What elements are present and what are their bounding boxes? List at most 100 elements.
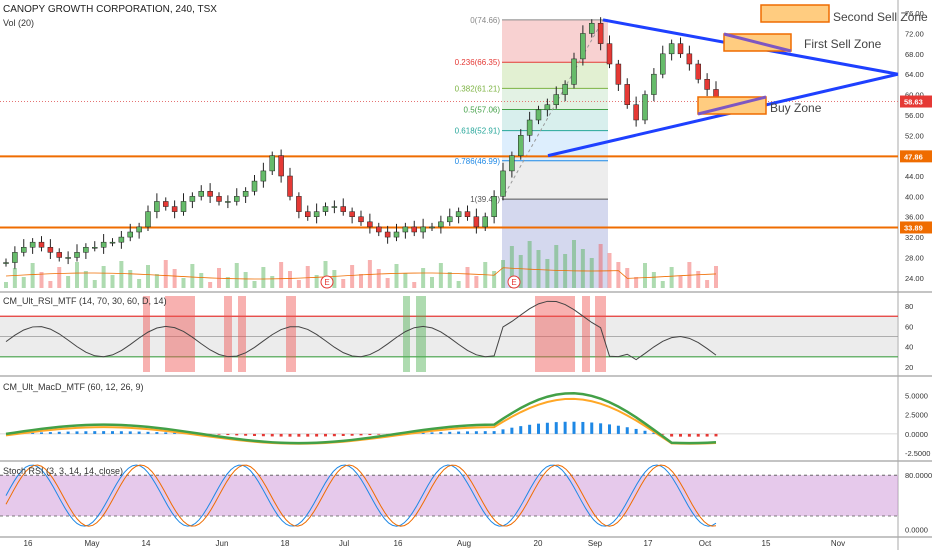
candle: [394, 232, 399, 237]
candle: [501, 171, 506, 196]
candle: [421, 227, 426, 232]
macd-histogram-bar: [599, 423, 602, 434]
stoch-tick-label: 80.0000: [905, 471, 932, 480]
macd-histogram-bar: [235, 434, 238, 436]
candle: [527, 120, 532, 135]
rsi-highlight-bar: [595, 296, 606, 372]
volume-bar: [448, 272, 452, 288]
macd-histogram-bar: [226, 434, 229, 435]
volume-bar: [102, 266, 106, 288]
volume-bar: [634, 277, 638, 288]
fib-level-label: 0.618(52.91): [455, 127, 501, 136]
candle: [607, 44, 612, 64]
volume-bar: [350, 265, 354, 288]
macd-histogram-bar: [466, 431, 469, 434]
macd-histogram-bar: [688, 434, 691, 437]
candle: [669, 44, 674, 54]
fib-level-label: 0.236(66.35): [455, 58, 501, 67]
rsi-title: CM_Ult_RSI_MTF (14, 70, 30, 60, D, 14): [3, 296, 167, 306]
candle: [39, 242, 44, 247]
volume-label: Vol (20): [3, 18, 34, 28]
macd-histogram-bar: [315, 434, 318, 437]
macd-histogram-bar: [49, 432, 52, 434]
candle: [580, 33, 585, 58]
volume-bar: [253, 281, 257, 288]
macd-histogram-bar: [484, 431, 487, 434]
candle: [101, 242, 106, 247]
candle: [563, 84, 568, 94]
candle: [57, 252, 62, 257]
volume-bar: [705, 280, 709, 288]
candle: [341, 207, 346, 212]
candle: [367, 222, 372, 227]
volume-bar: [13, 268, 17, 288]
macd-histogram-bar: [289, 434, 292, 437]
time-tick-label: Nov: [831, 539, 845, 548]
candle: [705, 79, 710, 89]
volume-bar: [679, 276, 683, 288]
volume-bar: [57, 267, 61, 288]
volume-bar: [146, 265, 150, 288]
macd-histogram-bar: [670, 434, 673, 437]
candle: [128, 232, 133, 237]
price-badge-label: 47.86: [904, 152, 923, 161]
macd-histogram-bar: [626, 427, 629, 434]
volume-bar: [111, 275, 115, 288]
time-tick-label: Jun: [216, 539, 229, 548]
time-tick-label: Sep: [588, 539, 603, 548]
macd-histogram-bar: [342, 434, 345, 436]
rsi-highlight-bar: [238, 296, 246, 372]
macd-histogram-bar: [280, 434, 283, 437]
macd-histogram-bar: [76, 431, 79, 434]
macd-tick-label: 0.0000: [905, 430, 928, 439]
rsi-tick-label: 20: [905, 363, 913, 372]
macd-histogram-bar: [502, 429, 505, 434]
volume-bar: [22, 277, 26, 288]
volume-bar: [501, 260, 505, 288]
macd-histogram-bar: [244, 434, 247, 436]
candle: [12, 252, 17, 262]
candle: [456, 212, 461, 217]
time-tick-label: 14: [142, 539, 151, 548]
candle: [190, 196, 195, 201]
macd-title: CM_Ult_MacD_MTF (60, 12, 26, 9): [3, 382, 144, 392]
volume-bar: [75, 262, 79, 288]
macd-histogram-bar: [368, 434, 371, 435]
volume-bar: [545, 259, 549, 288]
earnings-marker-label: E: [324, 278, 329, 287]
volume-bar: [270, 276, 274, 288]
volume-bar: [670, 267, 674, 288]
candle: [48, 247, 53, 252]
macd-histogram-bar: [617, 426, 620, 434]
candle: [288, 176, 293, 196]
macd-tick-label: 5.0000: [905, 391, 928, 400]
candle: [234, 196, 239, 201]
time-tick-label: Aug: [457, 539, 471, 548]
macd-histogram-bar: [164, 432, 167, 433]
volume-bar: [395, 264, 399, 288]
candle: [66, 257, 71, 258]
macd-histogram-bar: [67, 432, 70, 434]
volume-bar: [537, 250, 541, 288]
earnings-marker-label: E: [511, 278, 516, 287]
candle: [651, 74, 656, 94]
fib-band: [502, 110, 608, 131]
rsi-highlight-bar: [535, 296, 575, 372]
price-tick-label: 28.00: [905, 253, 924, 262]
macd-histogram-bar: [58, 432, 61, 434]
time-tick-label: 16: [24, 539, 33, 548]
candle: [536, 110, 541, 120]
macd-histogram-bar: [84, 431, 87, 434]
candle: [465, 212, 470, 217]
buy-zone-label: Buy Zone: [770, 101, 821, 115]
candle: [660, 54, 665, 74]
macd-histogram-bar: [644, 431, 647, 434]
volume-bar: [279, 262, 283, 288]
volume-bar: [306, 266, 310, 288]
candle: [696, 64, 701, 79]
second-sell-zone-box: [761, 5, 829, 22]
candle: [483, 217, 488, 227]
volume-bar: [643, 263, 647, 288]
volume-bar: [466, 267, 470, 288]
